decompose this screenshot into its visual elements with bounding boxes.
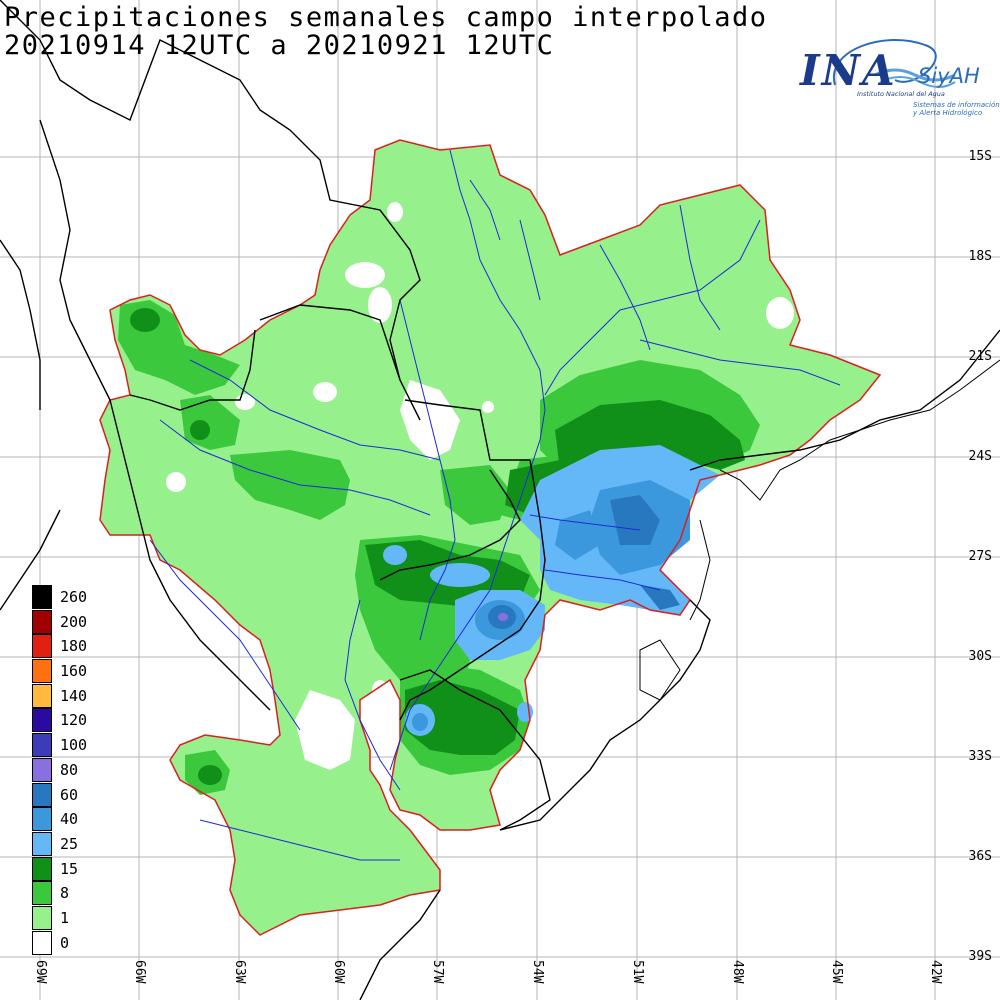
lon-label: 48W [730,960,745,984]
lon-label: 51W [630,960,645,984]
legend-label: 120 [60,711,88,730]
rivers [149,149,841,861]
lat-label: 30S [968,649,992,664]
legend-label: 140 [60,686,88,705]
precip-80mm-area [498,613,508,621]
legend-swatch [32,659,52,684]
legend-swatch [32,757,52,782]
legend-label: 8 [60,884,70,903]
legend-label: 200 [60,612,88,631]
legend-swatch [32,782,52,807]
basin-precip-1mm [100,140,880,935]
legend-label: 160 [60,662,88,681]
lat-label: 21S [968,349,992,364]
legend-swatch [32,856,52,881]
legend-swatch [32,930,52,955]
logo-ina-text: INA [800,46,897,95]
logo-system-text-1: Sistemas de información [913,101,1000,109]
lat-label: 39S [968,949,992,964]
legend-swatch [32,881,52,906]
legend-label: 60 [60,785,79,804]
legend-swatch [32,708,52,733]
legend-swatch [32,807,52,832]
lat-label: 18S [968,249,992,264]
legend-label: 180 [60,637,88,656]
logo-swirl-icon [832,39,956,88]
lon-label: 42W [928,960,943,984]
lon-label: 54W [530,960,545,984]
map-title: Precipitaciones semanales campo interpol… [4,2,768,33]
legend-swatch [32,831,52,856]
logo-siyah-text: SiyAH [918,64,980,88]
lon-label: 66W [132,960,147,984]
legend-swatch [32,609,52,634]
legend-label: 1 [60,908,70,927]
legend-swatch [32,634,52,659]
legend-swatch [32,683,52,708]
lat-label: 24S [968,449,992,464]
legend-label: 15 [60,859,79,878]
lat-label: 36S [968,849,992,864]
lon-label: 69W [33,960,48,984]
legend-label: 40 [60,810,79,829]
ina-siyah-logo: INA SiyAH Instituto Nacional del Agua Si… [795,30,1000,130]
logo-institute-text: Instituto Nacional del Agua [857,90,945,98]
lat-label: 33S [968,749,992,764]
legend-label: 260 [60,588,88,606]
lon-label: 60W [331,960,346,984]
lon-label: 57W [430,960,445,984]
lat-label: 15S [968,149,992,164]
legend-swatch [32,733,52,758]
legend-label: 25 [60,834,79,853]
legend-swatch [32,585,52,609]
lon-label: 63W [232,960,247,984]
legend-swatch [32,905,52,930]
lat-label: 27S [968,549,992,564]
legend-label: 0 [60,933,70,952]
lon-label: 45W [829,960,844,984]
precip-60mm-areas [488,495,680,629]
legend-label: 100 [60,736,88,755]
coastline [639,359,1000,701]
logo-system-text-2: y Alerta Hidrológico [913,109,983,117]
basin-outline [99,139,882,936]
map-date-range: 20210914 12UTC a 20210921 12UTC [4,30,555,61]
legend-label: 80 [60,760,79,779]
